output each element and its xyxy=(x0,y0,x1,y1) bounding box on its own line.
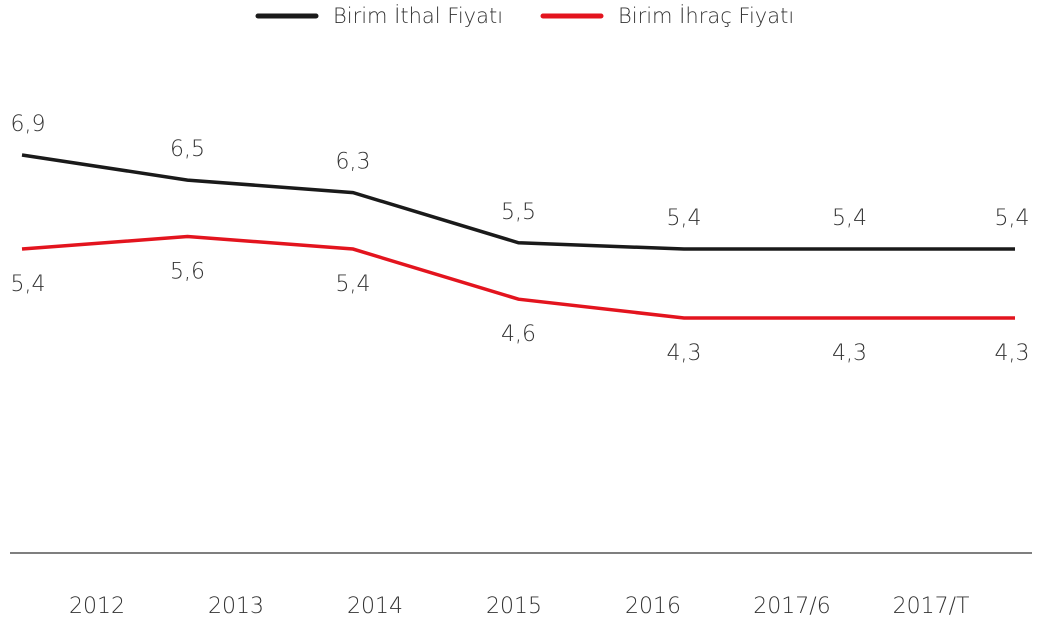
legend-label: Birim İthal Fiyatı xyxy=(333,3,503,28)
x-tick-label: 2013 xyxy=(208,594,264,619)
x-tick-label: 2015 xyxy=(486,594,542,619)
x-tick-label: 2014 xyxy=(347,594,403,619)
line xyxy=(21,234,1015,320)
data-label: 5,5 xyxy=(501,200,536,225)
legend-label: Birim İhraç Fiyatı xyxy=(618,3,794,28)
data-label: 6,3 xyxy=(336,150,371,175)
x-tick-label: 2012 xyxy=(69,594,125,619)
x-tick-label: 2017/6 xyxy=(753,594,830,619)
data-label: 5,4 xyxy=(995,206,1030,231)
data-label: 4,3 xyxy=(995,341,1030,366)
x-tick-label: 2017/T xyxy=(893,594,970,619)
data-label: 5,6 xyxy=(170,260,205,285)
line xyxy=(21,153,1015,251)
data-label: 4,3 xyxy=(832,341,867,366)
data-label: 6,9 xyxy=(11,112,46,137)
data-label: 4,6 xyxy=(501,322,536,347)
data-label: 4,3 xyxy=(667,341,702,366)
data-label: 5,4 xyxy=(667,206,702,231)
data-label: 5,4 xyxy=(11,272,46,297)
data-label: 5,4 xyxy=(832,206,867,231)
x-tick-label: 2016 xyxy=(625,594,681,619)
data-label: 5,4 xyxy=(336,272,371,297)
data-label: 6,5 xyxy=(170,137,205,162)
